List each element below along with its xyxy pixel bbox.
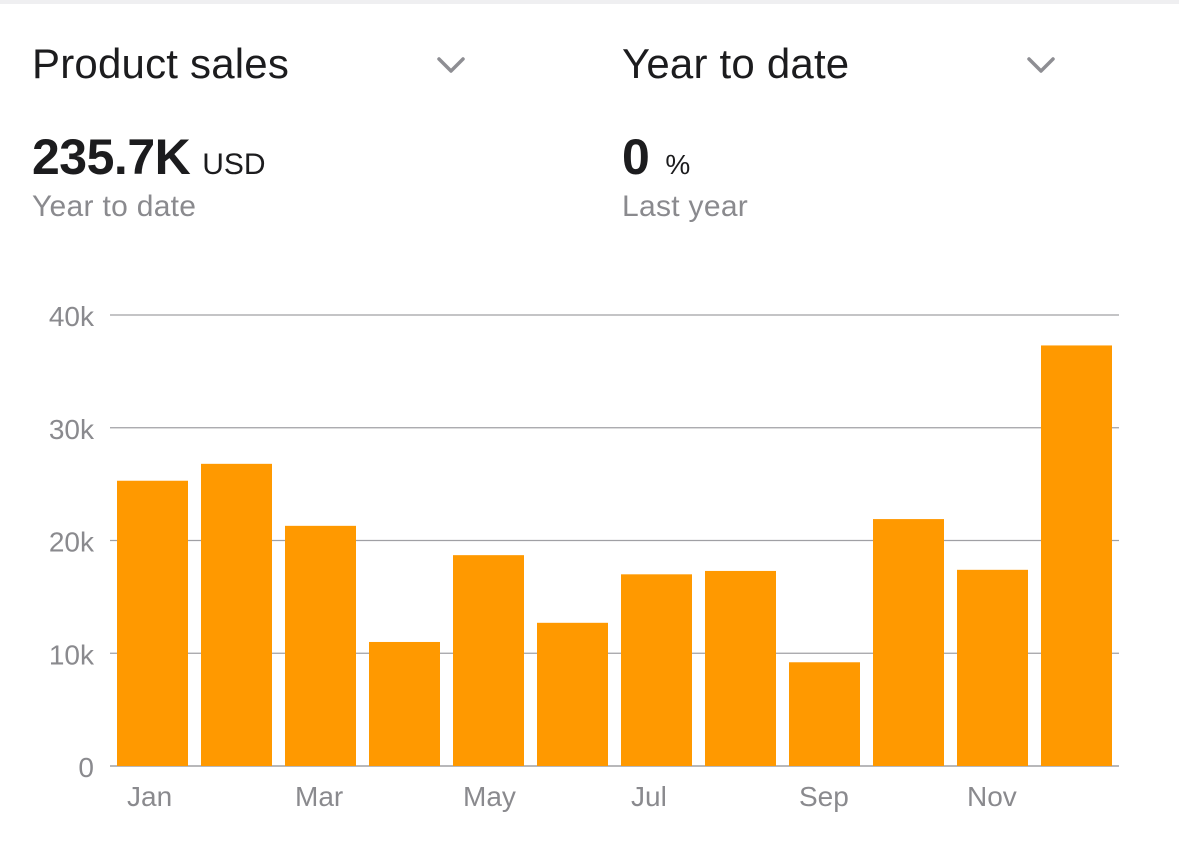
bar-dec (1041, 345, 1112, 766)
x-tick-label: Sep (799, 781, 849, 812)
x-tick-label: Jan (127, 781, 172, 812)
y-tick-label: 30k (49, 414, 95, 445)
x-tick-label: Mar (295, 781, 343, 812)
top-divider (0, 0, 1179, 4)
period-selector-label: Year to date (622, 40, 850, 87)
metric-selector-label: Product sales (32, 40, 290, 87)
bar-feb (201, 463, 272, 766)
bar-sep (789, 662, 860, 766)
y-tick-label: 40k (49, 301, 95, 332)
total-sales-stat: 235.7K USD Year to date (32, 128, 266, 224)
chevron-down-icon[interactable] (1024, 48, 1058, 82)
bar-jan (117, 480, 188, 766)
x-tick-label: May (463, 781, 516, 812)
chevron-down-icon[interactable] (434, 48, 468, 82)
change-stat: 0 % Last year (622, 128, 748, 224)
bar-may (453, 555, 524, 766)
bar-aug (705, 570, 776, 766)
period-selector[interactable]: Year to date (622, 34, 1062, 94)
bar-nov (957, 569, 1028, 766)
bar-mar (285, 525, 356, 766)
bar-oct (873, 519, 944, 766)
bar-jul (621, 574, 692, 766)
metric-selector[interactable]: Product sales (32, 34, 472, 94)
change-caption: Last year (622, 190, 749, 223)
y-tick-label: 0 (78, 752, 94, 783)
total-sales-caption: Year to date (32, 190, 197, 223)
change-value: 0 (622, 129, 650, 185)
x-tick-label: Jul (631, 781, 667, 812)
bar-apr (369, 641, 440, 766)
y-tick-label: 10k (49, 639, 95, 670)
total-sales-value: 235.7K (32, 129, 191, 185)
x-tick-label: Nov (967, 781, 1017, 812)
bar-jun (537, 622, 608, 766)
sales-bar-chart: 0 10k 20k 30k 40k Jan Mar May Jul Sep Nov (49, 301, 1119, 812)
change-unit: % (665, 149, 691, 180)
y-tick-label: 20k (49, 527, 95, 558)
total-sales-unit: USD (202, 148, 266, 181)
